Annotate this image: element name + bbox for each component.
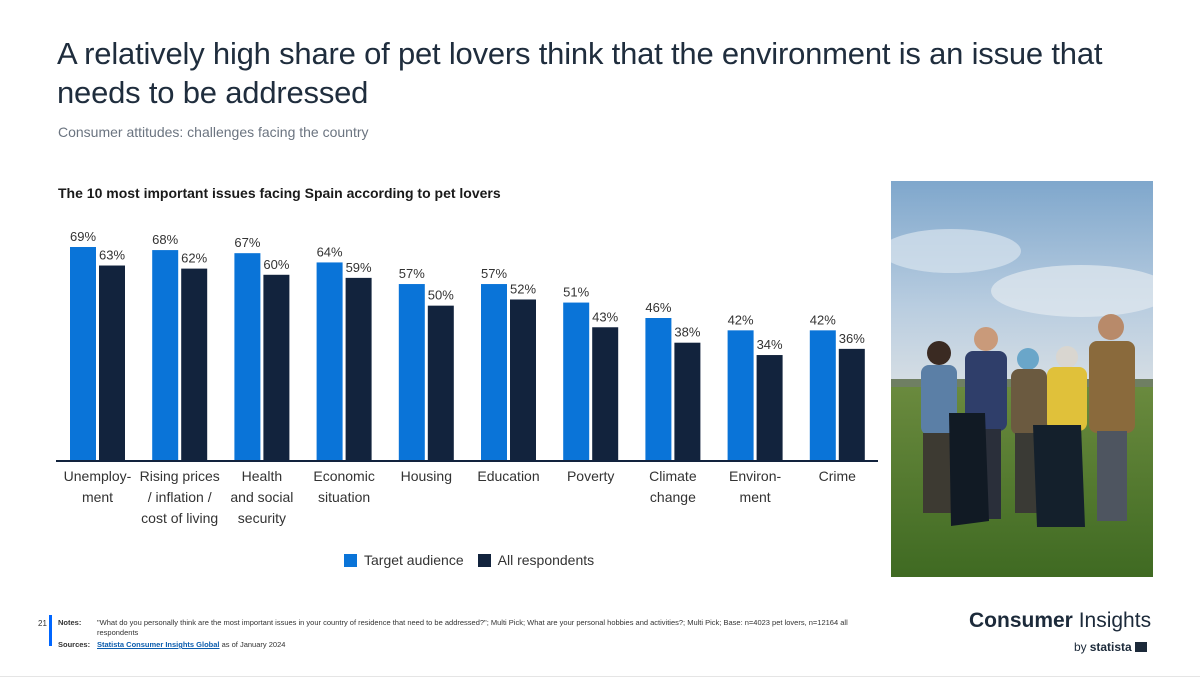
brand-byline: by statista: [1074, 640, 1147, 654]
data-label-target-2: 67%: [234, 235, 260, 250]
bar-all-5: [510, 299, 536, 460]
brand-logo: Consumer Insights: [969, 609, 1151, 633]
category-label-6-0: Poverty: [567, 468, 614, 484]
data-label-all-0: 63%: [99, 248, 125, 263]
brand-statista: statista: [1089, 640, 1132, 654]
legend-label-target: Target audience: [364, 552, 464, 568]
category-label-4-0: Housing: [401, 468, 452, 484]
data-label-target-8: 42%: [728, 312, 754, 327]
data-label-all-7: 38%: [674, 325, 700, 340]
bar-target-4: [398, 284, 425, 460]
category-label-9-0: Crime: [819, 468, 857, 484]
data-label-target-3: 64%: [317, 244, 343, 259]
bar-target-0: [70, 247, 96, 460]
data-label-all-5: 52%: [510, 281, 536, 296]
data-label-target-6: 51%: [563, 285, 589, 300]
category-label-2-1: and social: [230, 489, 293, 505]
category-label-0-0: Unemploy-: [64, 468, 132, 484]
notes-label: Notes:: [58, 618, 82, 627]
bar-chart: 69%63% Unemploy-ment 68%62% Rising prices / …: [56, 229, 878, 526]
legend-item-all: All respondents: [477, 552, 595, 568]
data-label-all-3: 59%: [346, 260, 372, 275]
data-label-all-2: 60%: [263, 257, 289, 272]
bar-all-2: [263, 274, 290, 460]
legend-swatch-target: [344, 553, 357, 567]
category-label-2-0: Health: [242, 468, 282, 484]
bar-all-1: [181, 268, 208, 460]
notes-text: "What do you personally think are the mo…: [97, 618, 848, 637]
chart-legend: Target audience All respondents: [344, 552, 608, 568]
page-subtitle: Consumer attitudes: challenges facing th…: [58, 124, 369, 140]
sources-link[interactable]: Statista Consumer Insights Global: [97, 640, 220, 649]
brand-by: by: [1074, 640, 1087, 654]
data-label-target-4: 57%: [399, 266, 425, 281]
bar-all-3: [345, 277, 372, 460]
data-label-all-6: 43%: [592, 309, 618, 324]
category-label-1-1: / inflation /: [148, 489, 212, 505]
bar-all-6: [592, 327, 619, 460]
data-label-all-4: 50%: [428, 288, 454, 303]
category-label-8-1: ment: [740, 489, 771, 505]
category-label-1-2: cost of living: [141, 510, 218, 526]
bar-target-7: [645, 318, 672, 460]
category-label-1-0: Rising prices: [140, 468, 220, 484]
data-label-target-0: 69%: [70, 229, 96, 244]
category-label-3-0: Economic: [313, 468, 374, 484]
bottom-divider: [0, 676, 1200, 677]
category-label-5-0: Education: [477, 468, 539, 484]
data-label-all-8: 34%: [757, 337, 783, 352]
sources-suffix: as of January 2024: [219, 640, 286, 649]
legend-swatch-all: [477, 553, 491, 567]
category-label-7-0: Climate: [649, 468, 697, 484]
bar-target-5: [481, 284, 507, 460]
brand-main-light: Insights: [1072, 609, 1152, 632]
bar-target-1: [152, 250, 179, 460]
bar-all-7: [674, 342, 701, 460]
page-title: A relatively high share of pet lovers th…: [57, 36, 1103, 110]
category-label-8-0: Environ-: [729, 468, 781, 484]
group-photo-illustration: [891, 181, 1153, 577]
brand-main-bold: Consumer: [969, 609, 1073, 632]
page-number: 21: [38, 619, 47, 628]
page-accent-bar: [49, 615, 52, 646]
data-label-target-1: 68%: [152, 232, 178, 247]
bar-target-3: [316, 262, 343, 460]
group-photo: [891, 181, 1153, 577]
category-label-0-1: ment: [82, 489, 113, 505]
category-label-2-2: security: [238, 510, 286, 526]
chart-title: The 10 most important issues facing Spai…: [58, 185, 501, 201]
data-label-all-9: 36%: [839, 331, 865, 346]
bar-all-0: [99, 265, 125, 460]
statista-logo-icon: [1134, 642, 1147, 652]
bar-all-9: [838, 348, 865, 460]
footer: 21 Notes: "What do you personally think …: [0, 609, 1200, 672]
data-label-target-7: 46%: [645, 300, 671, 315]
data-label-target-5: 57%: [481, 266, 507, 281]
legend-label-all: All respondents: [497, 552, 595, 568]
legend-item-target: Target audience: [344, 552, 464, 568]
bar-target-8: [727, 330, 754, 460]
sources-text: Statista Consumer Insights Global as of …: [97, 640, 285, 649]
sources-label: Sources:: [58, 640, 91, 649]
bar-target-9: [809, 330, 836, 460]
bar-target-2: [234, 253, 261, 460]
bar-all-8: [756, 355, 783, 460]
bar-all-4: [427, 305, 454, 460]
category-label-3-1: situation: [318, 489, 370, 505]
data-label-all-1: 62%: [181, 251, 207, 266]
data-label-target-9: 42%: [810, 312, 836, 327]
bar-target-6: [563, 302, 590, 460]
category-label-7-1: change: [650, 489, 696, 505]
